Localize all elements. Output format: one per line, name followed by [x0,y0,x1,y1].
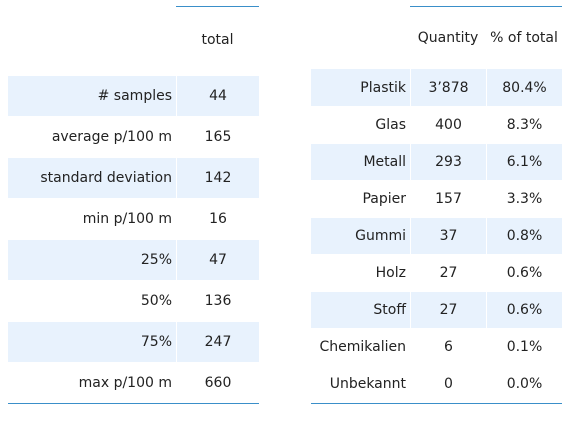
row-label: Gummi [355,228,406,244]
material-table: Quantity % of total Plastik 3’878 80.4% … [311,0,562,410]
row-label: Plastik [360,79,406,96]
row-label: average p/100 m [51,129,172,145]
header-total: total [201,32,234,48]
row-quantity: 0 [410,366,486,402]
row-label: standard deviation [40,170,172,186]
row-label: min p/100 m [82,211,172,227]
row-percent: 0.8% [486,218,562,254]
row-quantity: 27 [410,255,486,291]
row-label: Unbekannt [329,376,406,392]
row-value: 142 [176,158,259,198]
table-row: 25% 47 [8,240,259,280]
row-quantity: 37 [410,218,486,254]
row-value: 16 [176,199,259,239]
table-header: Quantity % of total [311,18,562,58]
row-quantity: 27 [410,292,486,328]
row-label: Stoff [373,302,406,318]
row-quantity: 3’878 [410,69,486,106]
row-quantity: 293 [410,144,486,180]
table-row: Metall 293 6.1% [311,144,562,180]
table-row: Unbekannt 0 0.0% [311,366,562,402]
row-value: 660 [176,363,259,403]
table-row: max p/100 m 660 [8,363,259,403]
table-row: Glas 400 8.3% [311,107,562,143]
row-quantity: 400 [410,107,486,143]
row-label: Metall [363,154,406,170]
row-percent: 0.1% [486,329,562,365]
top-rule [410,6,562,7]
row-value: 136 [176,281,259,321]
table-row: Plastik 3’878 80.4% [311,69,562,106]
row-percent: 80.4% [486,69,562,106]
header-percent: % of total [490,30,558,46]
row-percent: 6.1% [486,144,562,180]
row-label: max p/100 m [78,375,172,391]
row-label: 50% [140,293,172,309]
row-label: Holz [375,265,406,281]
table-row: Holz 27 0.6% [311,255,562,291]
row-value: 47 [176,240,259,280]
row-label: 75% [140,334,172,350]
header-cell [8,20,176,60]
table-row: 50% 136 [8,281,259,321]
table-row: average p/100 m 165 [8,117,259,157]
row-value: 247 [176,322,259,362]
header-quantity: Quantity [417,30,479,46]
row-percent: 8.3% [486,107,562,143]
table-row: Chemikalien 6 0.1% [311,329,562,365]
table-row: min p/100 m 16 [8,199,259,239]
row-label: # samples [97,88,172,104]
summary-table: total # samples 44 average p/100 m 165 s… [8,0,259,410]
row-percent: 3.3% [486,181,562,217]
row-percent: 0.0% [486,366,562,402]
row-label: Papier [362,191,406,207]
row-percent: 0.6% [486,292,562,328]
row-value: 44 [176,76,259,116]
row-quantity: 6 [410,329,486,365]
bottom-rule [8,403,259,404]
bottom-rule [311,403,562,404]
top-rule [176,6,259,7]
row-percent: 0.6% [486,255,562,291]
row-label: Glas [375,117,406,133]
table-header: total [8,20,259,60]
table-row: # samples 44 [8,76,259,116]
table-row: Stoff 27 0.6% [311,292,562,328]
row-quantity: 157 [410,181,486,217]
table-row: standard deviation 142 [8,158,259,198]
row-value: 165 [176,117,259,157]
row-label: 25% [140,252,172,268]
header-cell [311,18,410,58]
table-row: 75% 247 [8,322,259,362]
table-row: Papier 157 3.3% [311,181,562,217]
table-row: Gummi 37 0.8% [311,218,562,254]
row-label: Chemikalien [319,339,407,355]
